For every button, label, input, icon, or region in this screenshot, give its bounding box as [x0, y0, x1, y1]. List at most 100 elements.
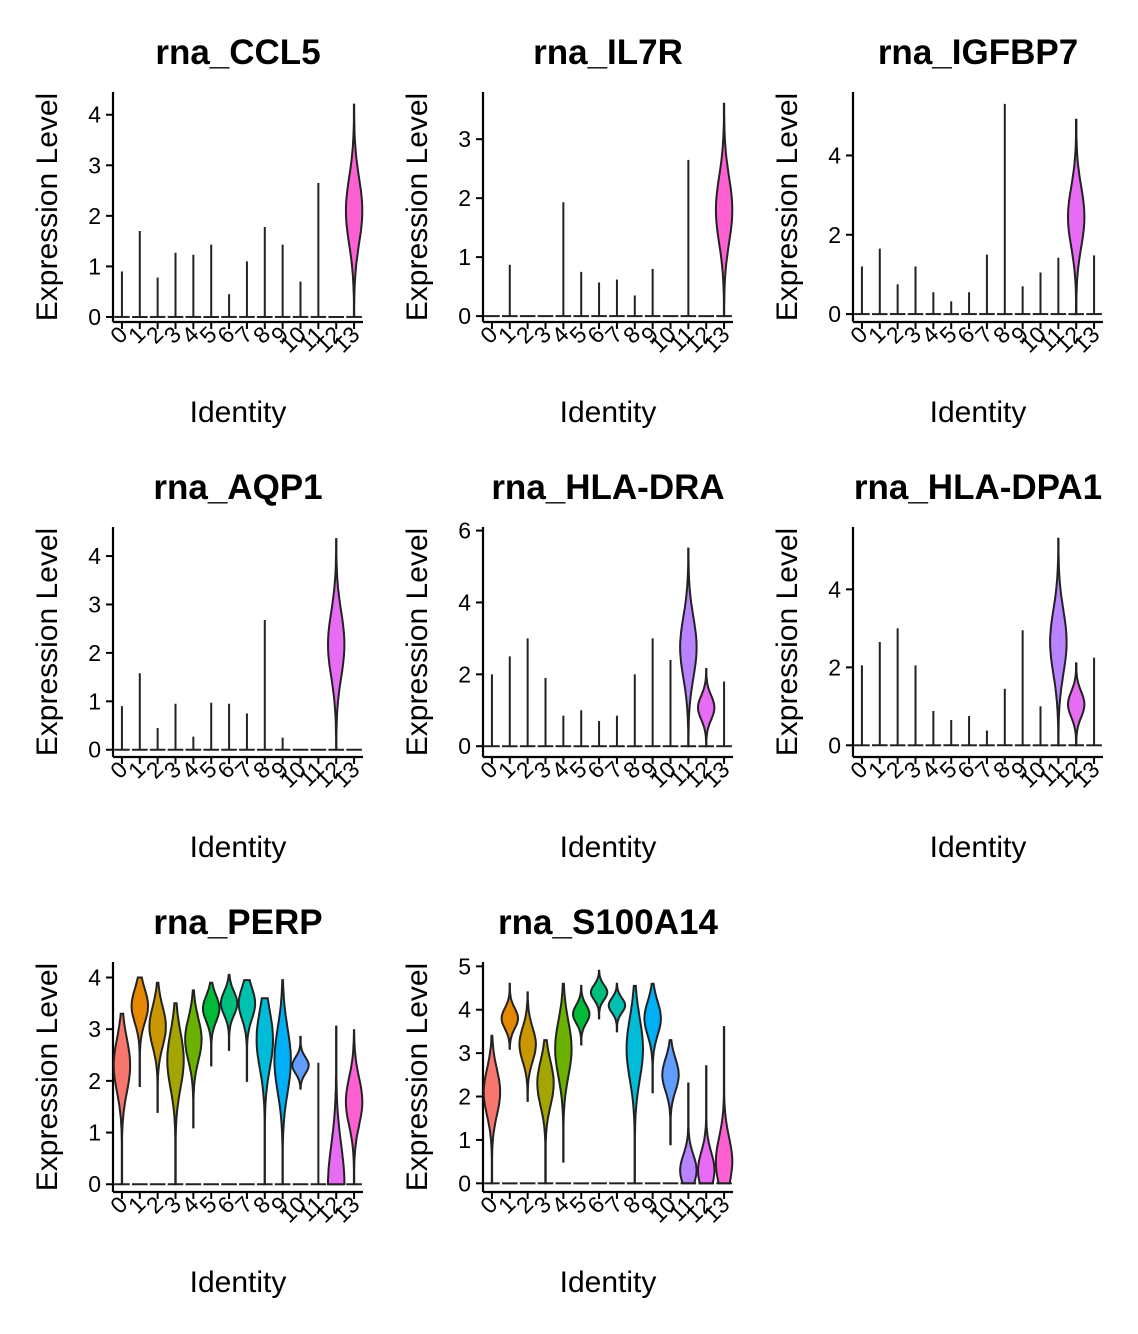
violin-6 [589, 969, 609, 1020]
violin-2 [148, 981, 167, 1113]
y-tick-label: 4 [88, 965, 101, 991]
panel-title: rna_S100A14 [498, 903, 718, 942]
y-tick-label: 2 [88, 203, 101, 229]
y-tick-label: 0 [458, 303, 471, 329]
violin-1 [130, 976, 149, 1087]
panel-title: rna_CCL5 [155, 33, 320, 72]
violin-12 [1066, 118, 1086, 316]
y-tick-label: 4 [828, 576, 841, 602]
violin-8 [625, 984, 645, 1185]
y-tick-label: 0 [88, 304, 101, 330]
y-tick-label: 3 [88, 1016, 101, 1042]
violin-8 [255, 997, 275, 1186]
y-tick-label: 4 [88, 543, 101, 569]
violin-13 [344, 1029, 364, 1186]
panel-title: rna_AQP1 [153, 468, 322, 507]
violin-7 [607, 982, 627, 1033]
violin-10 [661, 1039, 680, 1146]
y-tick-label: 3 [88, 152, 101, 178]
violin-3 [166, 1002, 185, 1186]
y-axis-title: Expression Level [771, 93, 804, 321]
violin-1 [500, 982, 519, 1050]
y-tick-label: 5 [458, 953, 471, 979]
y-tick-label: 2 [88, 640, 101, 666]
y-tick-label: 6 [458, 518, 471, 544]
panel-title: rna_IL7R [533, 33, 683, 72]
y-tick-label: 3 [458, 126, 471, 152]
y-tick-label: 3 [458, 1040, 471, 1066]
y-tick-label: 4 [828, 142, 841, 168]
violin-7 [237, 979, 257, 1082]
y-tick-label: 4 [88, 102, 101, 128]
violin-12 [326, 538, 346, 751]
violin-12 [327, 1025, 346, 1186]
x-axis-title: Identity [560, 396, 657, 429]
violin-12 [696, 668, 716, 748]
y-tick-label: 2 [88, 1068, 101, 1094]
x-axis-title: Identity [190, 1266, 287, 1299]
x-axis-title: Identity [190, 396, 287, 429]
y-axis-title: Expression Level [401, 963, 434, 1191]
y-axis-title: Expression Level [401, 528, 434, 756]
violin-4 [184, 989, 203, 1129]
x-axis-title: Identity [560, 831, 657, 864]
violin-11 [679, 1082, 698, 1185]
panel-title: rna_HLA-DPA1 [854, 468, 1102, 507]
violin-5 [202, 981, 221, 1067]
x-axis-title: Identity [930, 396, 1027, 429]
y-tick-label: 1 [88, 1120, 101, 1146]
violin-0 [112, 1012, 132, 1186]
y-tick-label: 1 [88, 253, 101, 279]
y-tick-label: 4 [458, 997, 471, 1023]
x-axis-title: Identity [560, 1266, 657, 1299]
y-tick-label: 4 [458, 589, 471, 615]
y-axis-title: Expression Level [31, 93, 64, 321]
y-tick-label: 2 [458, 661, 471, 687]
violin-6 [219, 973, 239, 1051]
violin-4 [554, 982, 573, 1163]
y-tick-label: 1 [458, 1127, 471, 1153]
violin-9 [643, 982, 662, 1094]
panel-title: rna_HLA-DRA [491, 468, 724, 507]
y-tick-label: 0 [88, 737, 101, 763]
violin-9 [273, 979, 292, 1186]
y-tick-label: 2 [458, 1084, 471, 1110]
y-tick-label: 0 [828, 301, 841, 327]
y-axis-title: Expression Level [771, 528, 804, 756]
violin-12 [697, 1065, 716, 1185]
x-axis-title: Identity [190, 831, 287, 864]
y-axis-title: Expression Level [401, 93, 434, 321]
violin-11 [679, 547, 698, 748]
violin-12 [1066, 662, 1086, 747]
x-axis-title: Identity [930, 831, 1027, 864]
violin-2 [518, 991, 537, 1102]
violin-13 [714, 1026, 734, 1185]
y-tick-label: 3 [88, 591, 101, 617]
violin-5 [571, 984, 591, 1046]
panel-title: rna_PERP [153, 903, 322, 942]
y-tick-label: 2 [828, 222, 841, 248]
y-tick-label: 1 [458, 244, 471, 270]
panel-title: rna_IGFBP7 [878, 33, 1078, 72]
violin-11 [1049, 537, 1068, 747]
y-tick-label: 0 [828, 732, 841, 758]
y-tick-label: 0 [458, 1170, 471, 1196]
y-tick-label: 2 [828, 654, 841, 680]
violin-0 [482, 1034, 502, 1185]
y-axis-title: Expression Level [31, 528, 64, 756]
y-tick-label: 0 [88, 1171, 101, 1197]
violin-10 [291, 1035, 310, 1090]
y-axis-title: Expression Level [31, 963, 64, 1191]
violin-13 [714, 102, 734, 318]
violin-13 [344, 103, 364, 318]
violin-3 [536, 1039, 555, 1185]
y-tick-label: 0 [458, 733, 471, 759]
